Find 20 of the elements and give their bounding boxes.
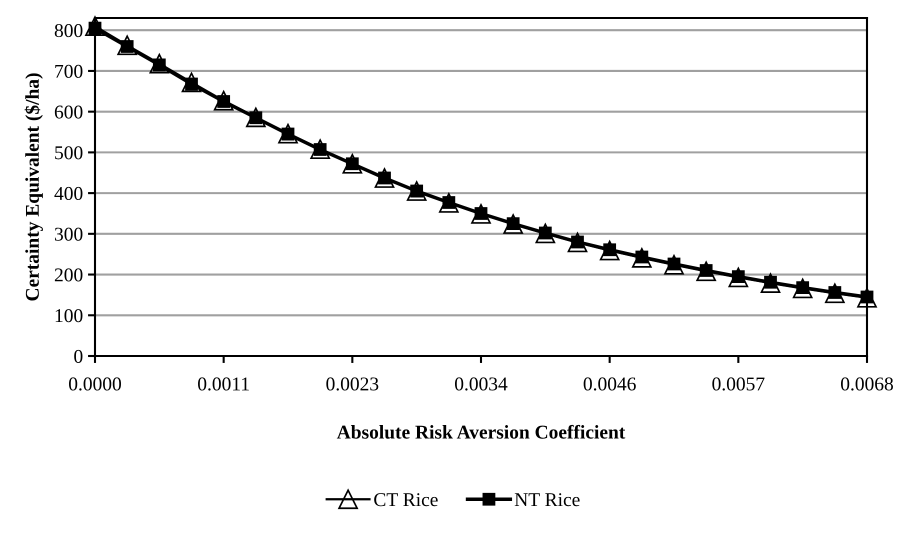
- y-tick-label: 300: [54, 228, 82, 241]
- y-tick-label: 400: [54, 186, 82, 200]
- x-tick-label: 0.0023: [326, 377, 378, 391]
- y-axis-title: Certainty Equivalent ($/ha): [24, 73, 43, 301]
- x-tick-label: 0.0000: [69, 377, 121, 391]
- y-tick-label: 700: [55, 64, 82, 78]
- y-tick-label: 600: [54, 105, 82, 119]
- legend-label: CT Rice: [374, 493, 438, 506]
- x-tick-label: 0.0046: [584, 377, 636, 391]
- x-tick-label: 0.0034: [455, 377, 508, 391]
- y-tick-label: 800: [54, 24, 82, 38]
- legend-label: NT Rice: [514, 493, 580, 506]
- x-axis-title: Absolute Risk Aversion Coefficient: [336, 424, 626, 439]
- x-tick-label: 0.0057: [712, 377, 765, 391]
- y-tick-label: 100: [56, 309, 82, 322]
- y-tick-label: 0: [74, 350, 82, 363]
- x-tick-label: 0.0011: [198, 377, 249, 391]
- y-tick-label: 500: [55, 146, 82, 160]
- x-tick-label: 0.0068: [841, 377, 893, 391]
- y-tick-label: 200: [54, 268, 82, 282]
